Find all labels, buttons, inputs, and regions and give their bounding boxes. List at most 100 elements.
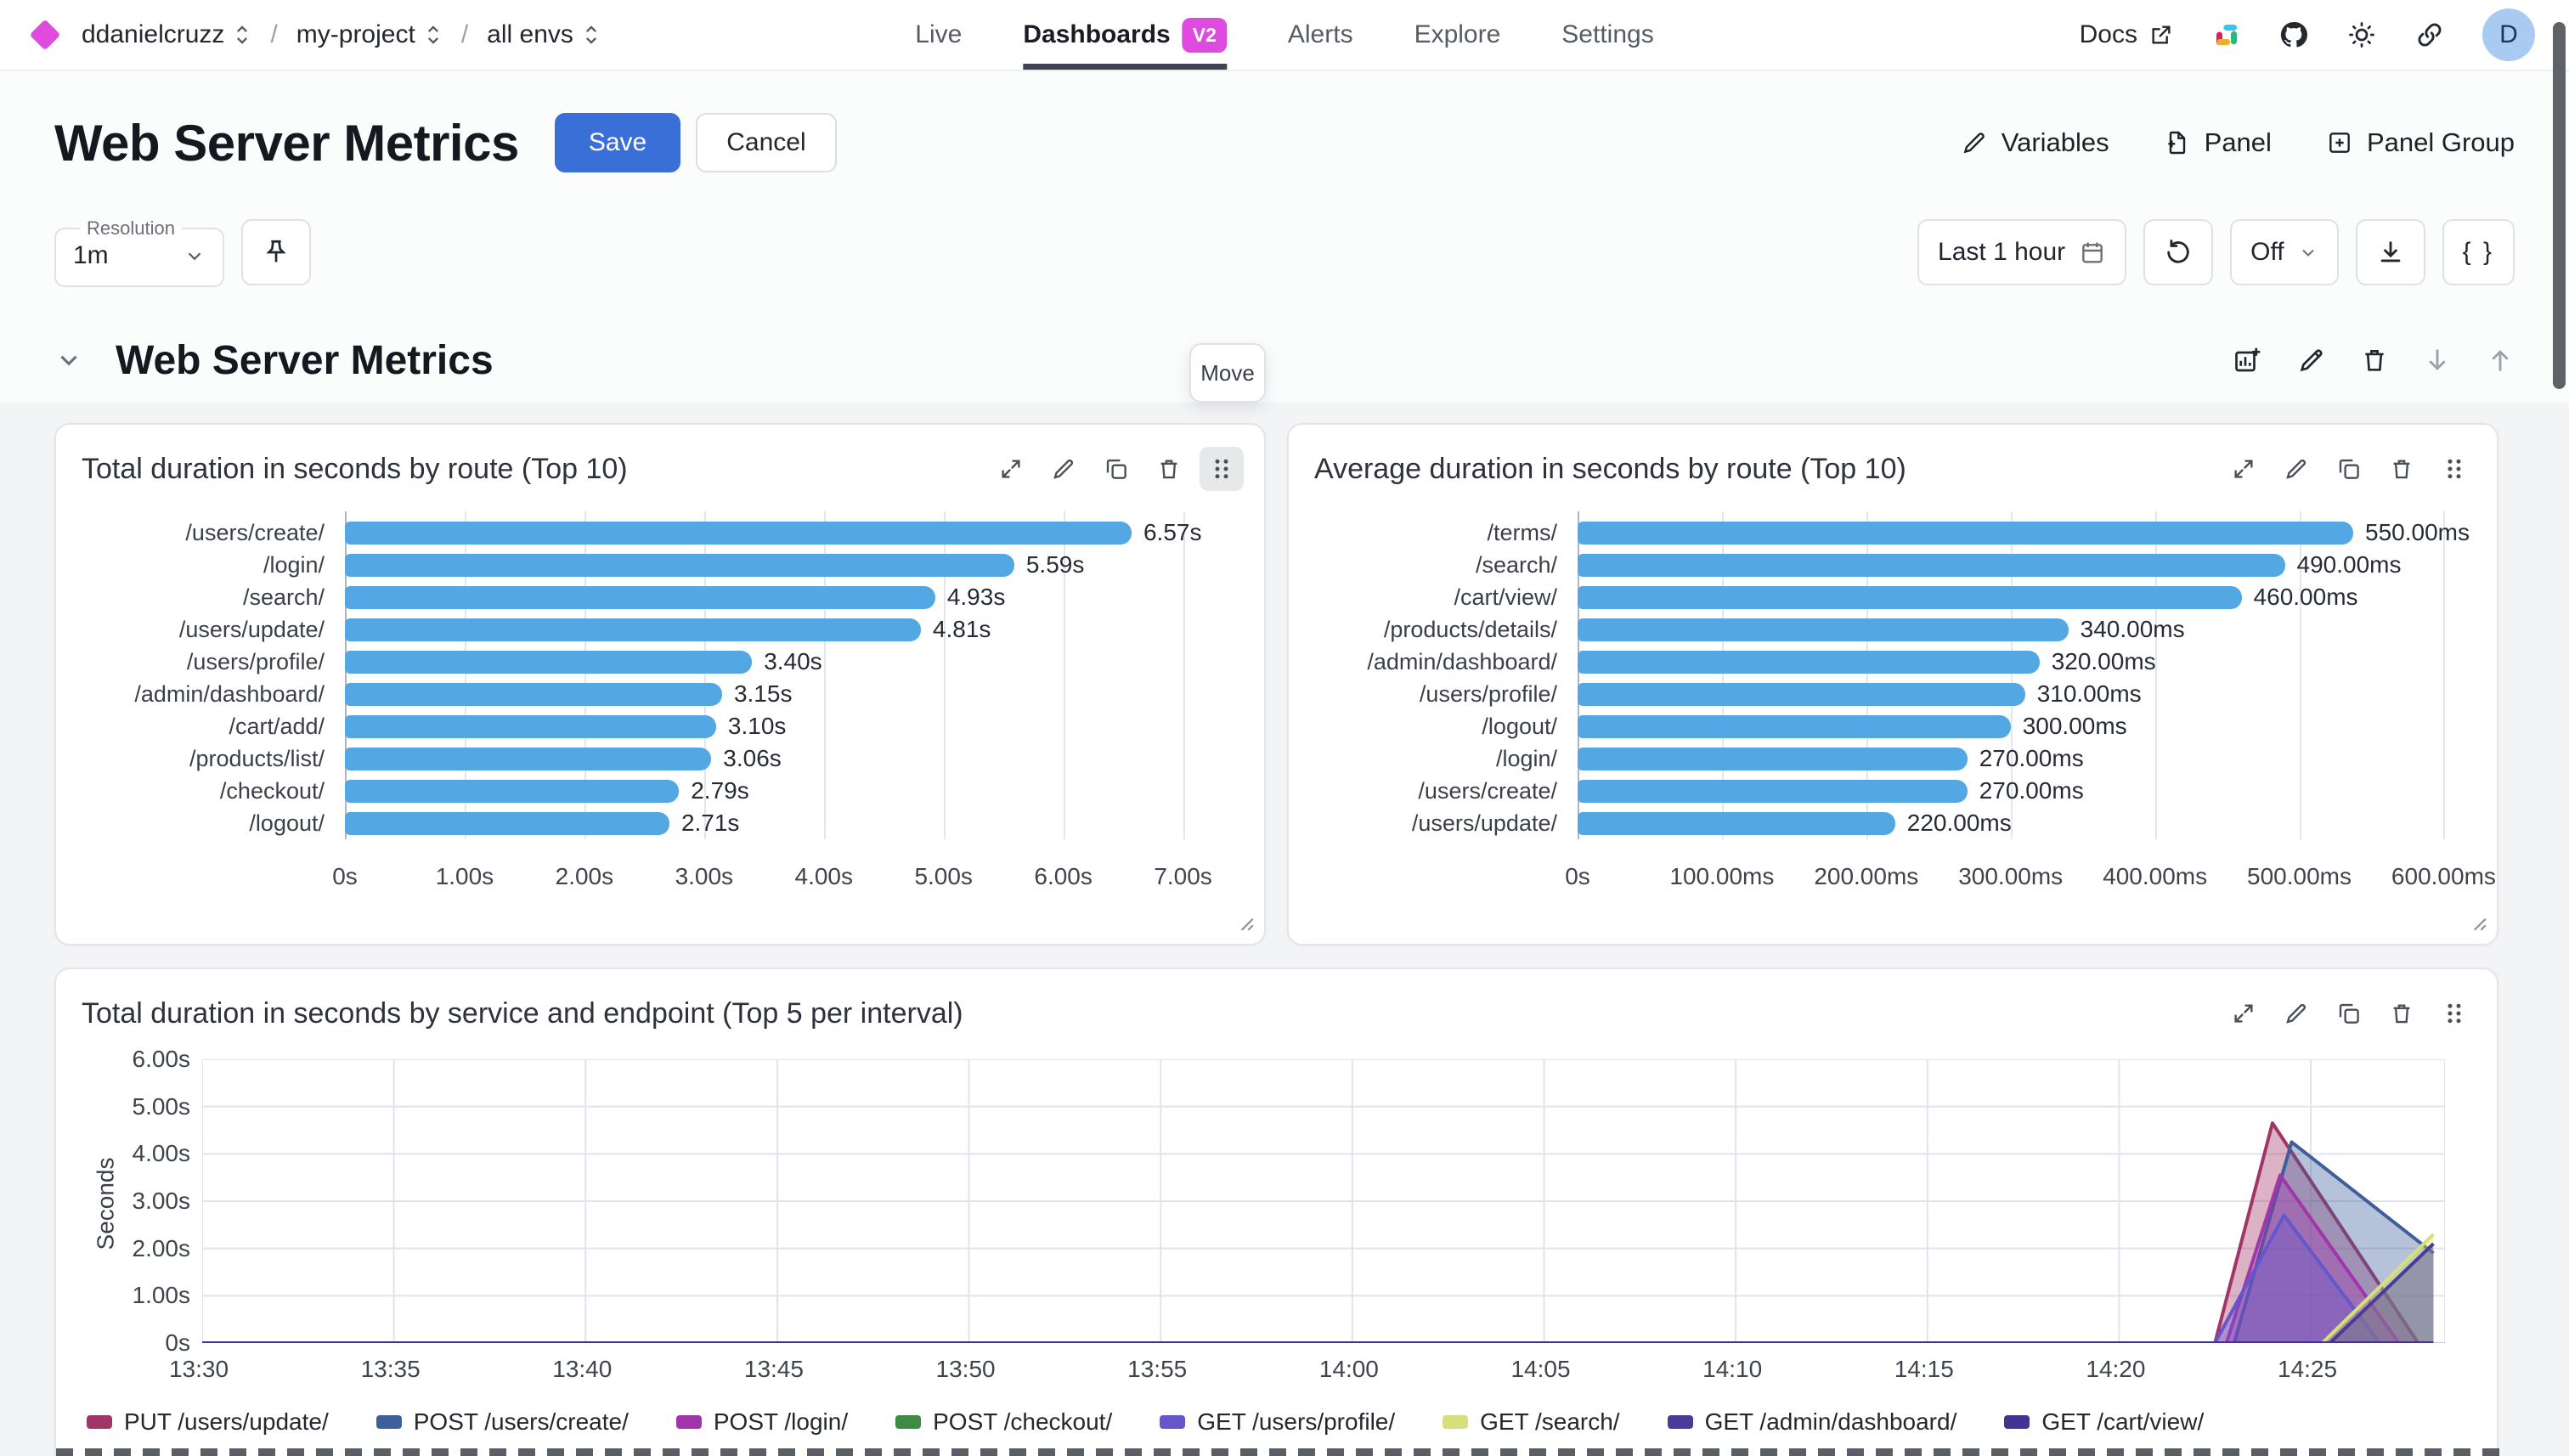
download-button[interactable] <box>2355 219 2425 285</box>
move-group-down-icon[interactable] <box>2423 346 2452 375</box>
resize-handle-icon[interactable] <box>1234 911 1256 937</box>
bar-chart-x-axis: 0s 100.00ms 200.00ms 300.00ms 400.00ms 500.00… <box>1565 863 2496 894</box>
bar-row: /login/5.59s <box>80 549 1240 581</box>
bar <box>345 618 921 641</box>
bar-category-label: /checkout/ <box>219 777 325 804</box>
edit-group-icon[interactable] <box>2297 346 2326 375</box>
variables-button[interactable]: Variables <box>1961 127 2109 158</box>
edit-panel-icon[interactable] <box>2274 991 2318 1036</box>
panel-average-duration-by-route: Average duration in seconds by route (To… <box>1287 423 2498 945</box>
resolution-select[interactable]: Resolution 1m <box>54 217 224 287</box>
delete-panel-icon[interactable] <box>2380 447 2424 491</box>
panel-actions <box>2222 991 2476 1036</box>
page-title: Web Server Metrics <box>54 114 519 172</box>
delete-panel-icon[interactable] <box>1147 447 1191 491</box>
panel-group-body: Total duration in seconds by route (Top … <box>0 403 2569 1456</box>
bar-value-label: 220.00ms <box>1906 810 2012 836</box>
github-icon[interactable] <box>2278 20 2309 50</box>
edit-panel-icon[interactable] <box>1042 447 1086 491</box>
expand-panel-icon[interactable] <box>2222 991 2266 1036</box>
legend-item[interactable]: GET /users/profile/ <box>1160 1408 1395 1436</box>
duplicate-panel-icon[interactable] <box>2327 991 2371 1036</box>
tab-label: Explore <box>1414 20 1501 48</box>
x-tick-label: 600.00ms <box>2391 863 2496 889</box>
slack-icon[interactable] <box>2212 20 2241 49</box>
x-tick-label: 0s <box>1565 863 1590 889</box>
x-tick-label: 13:40 <box>552 1356 613 1382</box>
breadcrumb-env[interactable]: all envs <box>487 20 601 49</box>
tab-explore[interactable]: Explore <box>1414 0 1501 70</box>
y-tick-label: 1.00s <box>132 1282 191 1309</box>
bar-chart-average-duration: /terms/550.00ms/search/490.00ms/cart/vie… <box>1289 491 2497 894</box>
save-button[interactable]: Save <box>554 113 681 172</box>
bar-row: /products/list/3.06s <box>80 742 1240 775</box>
vertical-scrollbar[interactable] <box>2553 22 2566 389</box>
nav-tabs: Live Dashboards V2 Alerts Explore Settings <box>915 0 1654 70</box>
duplicate-panel-icon[interactable] <box>1094 447 1138 491</box>
bar-value-label: 550.00ms <box>2365 519 2470 545</box>
drag-panel-handle[interactable] <box>2432 991 2476 1036</box>
braces-label: { } <box>2462 238 2494 266</box>
cancel-button[interactable]: Cancel <box>696 113 837 172</box>
bar <box>345 811 669 835</box>
x-tick-label: 13:35 <box>360 1356 421 1382</box>
legend-label: POST /users/create/ <box>413 1408 629 1435</box>
move-group-up-icon[interactable] <box>2486 346 2515 375</box>
docs-link[interactable]: Docs <box>2080 20 2175 49</box>
pin-resolution-button[interactable] <box>241 219 311 285</box>
refresh-button[interactable] <box>2143 219 2214 285</box>
file-plus-icon <box>2167 131 2185 155</box>
breadcrumb-org-label: ddanielcruzz <box>82 20 225 48</box>
tab-alerts[interactable]: Alerts <box>1288 0 1353 70</box>
drag-panel-handle[interactable] <box>2432 447 2476 491</box>
legend-item[interactable]: PUT /users/update/ <box>87 1408 329 1436</box>
drag-panel-handle[interactable] <box>1200 447 1244 491</box>
bar-value-label: 3.15s <box>733 680 793 707</box>
tab-live[interactable]: Live <box>915 0 962 70</box>
legend-item[interactable]: POST /login/ <box>675 1408 848 1436</box>
delete-panel-icon[interactable] <box>2380 991 2424 1036</box>
delete-group-icon[interactable] <box>2360 346 2389 375</box>
legend-item[interactable]: GET /admin/dashboard/ <box>1667 1408 1956 1436</box>
legend-item[interactable]: POST /users/create/ <box>375 1408 629 1436</box>
json-braces-button[interactable]: { } <box>2442 219 2515 285</box>
panel-title: Total duration in seconds by service and… <box>82 996 963 1030</box>
bar-category-label: /login/ <box>263 551 325 578</box>
time-range-button[interactable]: Last 1 hour <box>1917 219 2127 285</box>
auto-refresh-value: Off <box>2250 238 2284 266</box>
expand-panel-icon[interactable] <box>989 447 1033 491</box>
share-link-icon[interactable] <box>2414 20 2445 50</box>
y-axis-title: Seconds <box>92 1157 118 1250</box>
breadcrumb-org[interactable]: ddanielcruzz <box>82 20 251 49</box>
duplicate-panel-icon[interactable] <box>2327 447 2371 491</box>
legend-label: POST /checkout/ <box>933 1408 1113 1435</box>
legend-swatch <box>1443 1415 1469 1429</box>
breadcrumb-project[interactable]: my-project <box>296 20 443 49</box>
collapse-group-chevron-icon[interactable] <box>54 346 83 375</box>
breadcrumb-separator: / <box>460 20 469 48</box>
edit-panel-icon[interactable] <box>2274 447 2318 491</box>
bar-row: /cart/view/460.00ms <box>1313 581 2473 613</box>
expand-panel-icon[interactable] <box>2222 447 2266 491</box>
legend-swatch <box>2004 1415 2030 1429</box>
external-link-icon <box>2152 25 2171 44</box>
resolution-label: Resolution <box>87 217 175 239</box>
auto-refresh-select[interactable]: Off <box>2230 219 2339 285</box>
legend-item[interactable]: GET /search/ <box>1443 1408 1620 1436</box>
y-tick-label: 2.00s <box>132 1234 191 1261</box>
legend-item[interactable]: POST /checkout/ <box>895 1408 1112 1436</box>
add-chart-icon[interactable] <box>2233 345 2263 375</box>
add-panel-button[interactable]: Panel <box>2164 127 2272 158</box>
bar-category-label: /users/create/ <box>185 519 325 545</box>
add-panel-group-button[interactable]: Panel Group <box>2326 127 2515 158</box>
resize-handle-icon[interactable] <box>2466 911 2488 937</box>
user-avatar[interactable]: D <box>2482 8 2535 61</box>
x-tick-label: 100.00ms <box>1669 863 1775 889</box>
panel-total-duration-by-route: Total duration in seconds by route (Top … <box>54 423 1266 945</box>
tab-dashboards[interactable]: Dashboards V2 <box>1023 0 1227 70</box>
x-tick-label: 6.00s <box>1034 863 1093 889</box>
theme-sun-icon[interactable] <box>2346 20 2377 50</box>
legend-item[interactable]: GET /cart/view/ <box>2004 1408 2204 1436</box>
tab-settings[interactable]: Settings <box>1561 0 1653 70</box>
bar-row: /cart/add/3.10s <box>80 710 1240 742</box>
